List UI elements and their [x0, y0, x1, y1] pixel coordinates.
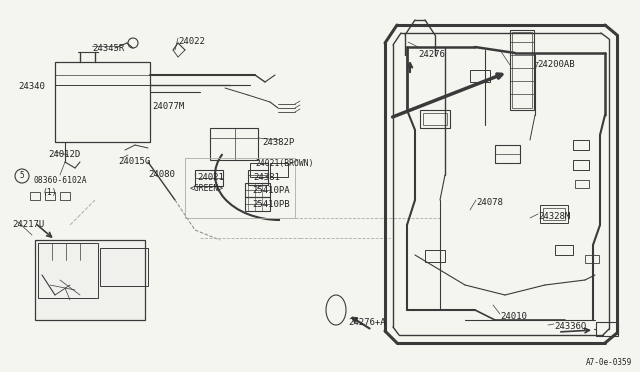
Text: 5: 5 — [20, 171, 24, 180]
Text: 24276: 24276 — [418, 50, 445, 59]
Bar — [512, 32, 532, 108]
Bar — [35, 240, 145, 320]
Bar — [543, 208, 565, 220]
Bar — [38, 243, 98, 298]
Text: 24021(BROWN): 24021(BROWN) — [255, 159, 314, 168]
Text: 25410PB: 25410PB — [252, 200, 290, 209]
Bar — [540, 205, 568, 223]
Text: 24381: 24381 — [253, 173, 280, 182]
Bar — [573, 140, 589, 150]
Text: 24022: 24022 — [178, 37, 205, 46]
Bar — [45, 192, 55, 200]
Text: 24276+A: 24276+A — [348, 318, 386, 327]
Text: 08360-6102A: 08360-6102A — [33, 176, 86, 185]
Bar — [585, 255, 599, 263]
Bar — [245, 183, 270, 197]
Text: 24382P: 24382P — [262, 138, 294, 147]
Text: 24328M: 24328M — [538, 212, 570, 221]
Text: 24010: 24010 — [500, 312, 527, 321]
Text: (1): (1) — [42, 188, 56, 197]
Bar — [185, 158, 295, 218]
Text: 24077M: 24077M — [152, 102, 184, 111]
Bar — [425, 250, 445, 262]
Text: 24340: 24340 — [18, 82, 45, 91]
Text: 24345R: 24345R — [92, 44, 124, 53]
Bar — [270, 163, 288, 177]
Bar — [60, 192, 70, 200]
Text: 24336Q: 24336Q — [554, 322, 586, 331]
Bar — [210, 128, 258, 160]
Text: 24217U: 24217U — [12, 220, 44, 229]
Bar — [510, 30, 534, 110]
Bar — [195, 170, 223, 186]
Bar — [575, 180, 589, 188]
Bar — [55, 62, 150, 142]
Text: 24012D: 24012D — [48, 150, 80, 159]
Bar — [470, 70, 490, 82]
Bar — [420, 110, 450, 128]
Bar — [596, 322, 618, 336]
Text: 24200AB: 24200AB — [537, 60, 575, 69]
Text: <GREEN>: <GREEN> — [190, 184, 224, 193]
Bar — [573, 160, 589, 170]
Text: 24015G: 24015G — [118, 157, 150, 166]
Bar — [245, 197, 270, 211]
Bar — [555, 245, 573, 255]
Text: A7-0e-0359: A7-0e-0359 — [586, 358, 632, 367]
Text: 24021: 24021 — [197, 173, 224, 182]
Bar — [30, 192, 40, 200]
Text: 24078: 24078 — [476, 198, 503, 207]
Bar — [495, 145, 520, 163]
Text: 24080: 24080 — [148, 170, 175, 179]
Text: 25410PA: 25410PA — [252, 186, 290, 195]
Bar — [423, 113, 447, 125]
Bar — [250, 163, 268, 177]
Bar — [248, 170, 268, 185]
Bar — [100, 248, 148, 286]
